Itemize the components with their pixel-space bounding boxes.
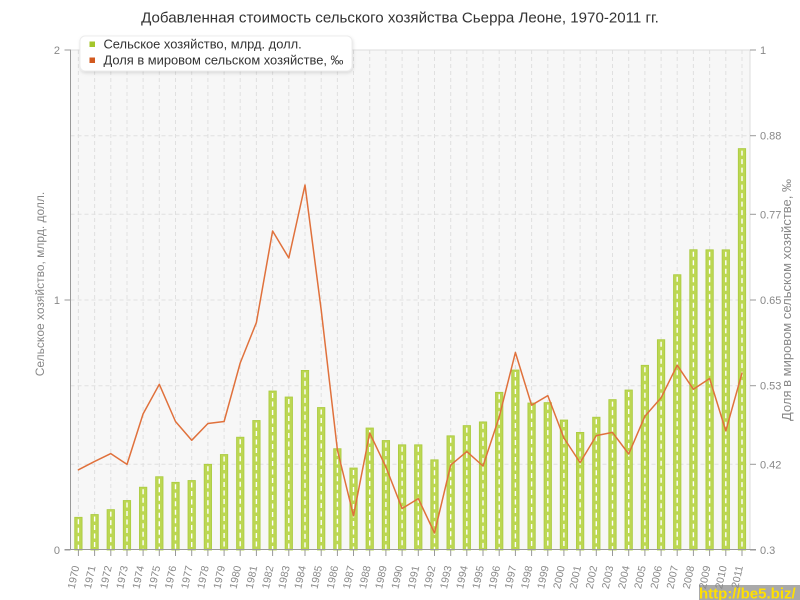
svg-text:1975: 1975 bbox=[147, 564, 164, 589]
svg-text:2003: 2003 bbox=[600, 564, 617, 589]
svg-text:1974: 1974 bbox=[130, 564, 147, 589]
svg-text:1987: 1987 bbox=[341, 564, 358, 589]
svg-text:http://be5.biz/: http://be5.biz/ bbox=[699, 586, 796, 600]
svg-text:2009: 2009 bbox=[697, 564, 714, 589]
svg-text:1999: 1999 bbox=[535, 564, 552, 589]
svg-text:Доля в мировом сельском хозяйс: Доля в мировом сельском хозяйстве, ‰ bbox=[779, 179, 794, 421]
svg-text:1997: 1997 bbox=[503, 564, 520, 589]
svg-text:2006: 2006 bbox=[648, 564, 665, 589]
svg-text:0.77: 0.77 bbox=[760, 209, 781, 221]
svg-text:1981: 1981 bbox=[244, 564, 261, 589]
svg-text:2010: 2010 bbox=[713, 564, 730, 589]
svg-text:1972: 1972 bbox=[98, 564, 115, 589]
svg-text:0.42: 0.42 bbox=[760, 459, 781, 471]
svg-text:1992: 1992 bbox=[422, 564, 439, 589]
svg-text:1986: 1986 bbox=[325, 564, 342, 589]
svg-text:1976: 1976 bbox=[163, 564, 180, 589]
svg-text:1984: 1984 bbox=[292, 564, 309, 589]
svg-text:Доля в мировом сельском хозяйс: Доля в мировом сельском хозяйстве, ‰ bbox=[104, 53, 344, 68]
svg-text:Добавленная стоимость сельског: Добавленная стоимость сельского хозяйств… bbox=[141, 10, 659, 27]
svg-text:Сельское хозяйство, млрд. долл: Сельское хозяйство, млрд. долл. bbox=[33, 192, 47, 377]
svg-text:1995: 1995 bbox=[470, 564, 487, 589]
svg-text:2004: 2004 bbox=[616, 564, 633, 589]
svg-text:2011: 2011 bbox=[729, 564, 745, 589]
svg-text:1982: 1982 bbox=[260, 564, 277, 589]
svg-text:2002: 2002 bbox=[584, 564, 601, 589]
svg-text:1990: 1990 bbox=[389, 564, 406, 589]
svg-text:0.3: 0.3 bbox=[760, 545, 775, 557]
svg-text:2: 2 bbox=[54, 45, 60, 57]
svg-text:1978: 1978 bbox=[195, 564, 212, 589]
svg-text:1998: 1998 bbox=[519, 564, 536, 589]
svg-text:0.65: 0.65 bbox=[760, 295, 781, 307]
svg-text:2005: 2005 bbox=[632, 564, 649, 589]
svg-text:1980: 1980 bbox=[228, 564, 245, 589]
svg-text:1994: 1994 bbox=[454, 564, 471, 589]
svg-text:1: 1 bbox=[54, 295, 60, 307]
svg-text:1991: 1991 bbox=[406, 564, 423, 589]
svg-text:2001: 2001 bbox=[567, 564, 584, 589]
svg-text:0: 0 bbox=[54, 545, 60, 557]
svg-text:0.88: 0.88 bbox=[760, 131, 781, 143]
svg-text:1989: 1989 bbox=[373, 564, 390, 589]
svg-text:1971: 1971 bbox=[82, 564, 99, 589]
svg-text:Сельское хозяйство, млрд. долл: Сельское хозяйство, млрд. долл. bbox=[104, 37, 302, 52]
svg-text:1970: 1970 bbox=[66, 564, 83, 589]
svg-text:1: 1 bbox=[760, 45, 766, 57]
svg-text:1993: 1993 bbox=[438, 564, 455, 589]
svg-text:1985: 1985 bbox=[309, 564, 326, 589]
svg-text:1983: 1983 bbox=[276, 564, 293, 589]
svg-text:1996: 1996 bbox=[487, 564, 504, 589]
svg-text:1979: 1979 bbox=[211, 564, 228, 589]
svg-text:1988: 1988 bbox=[357, 564, 374, 589]
svg-text:0.53: 0.53 bbox=[760, 381, 781, 393]
svg-text:2008: 2008 bbox=[681, 564, 698, 589]
svg-text:2000: 2000 bbox=[551, 564, 568, 589]
svg-text:1973: 1973 bbox=[114, 564, 131, 589]
svg-text:1977: 1977 bbox=[179, 564, 196, 589]
svg-text:2007: 2007 bbox=[665, 564, 682, 589]
